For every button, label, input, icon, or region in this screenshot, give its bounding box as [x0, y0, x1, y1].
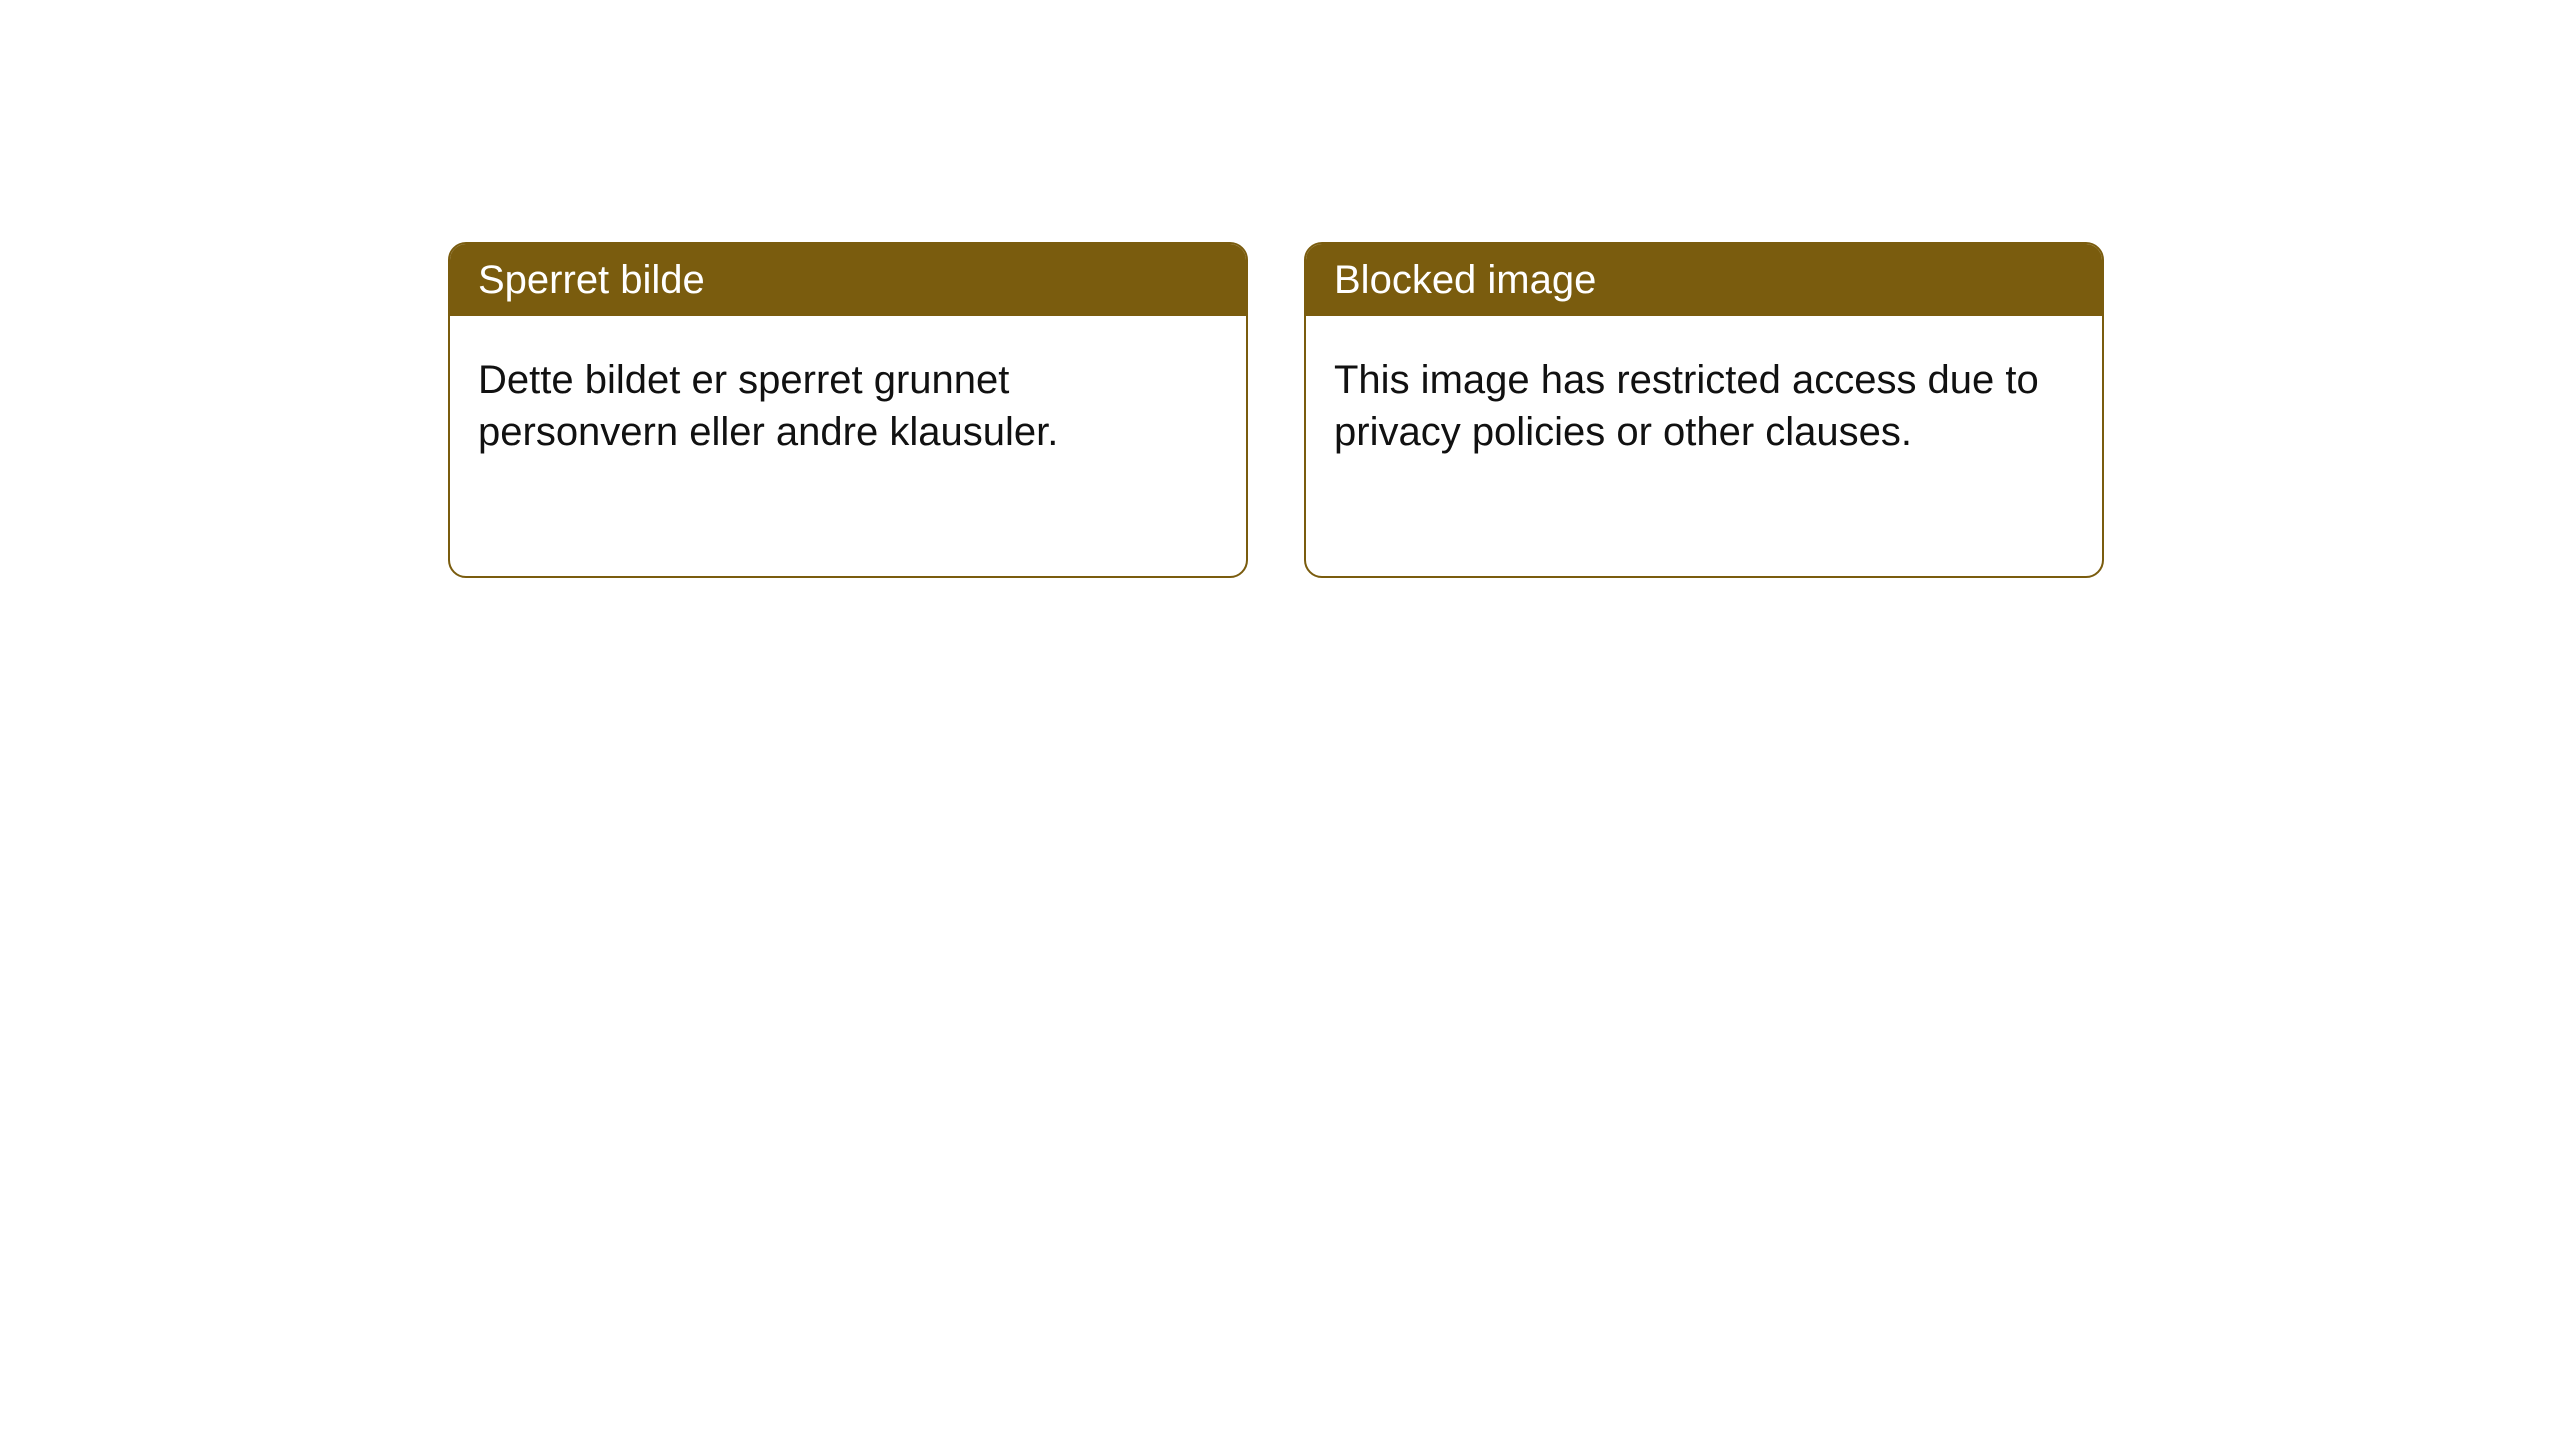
notice-body-no: Dette bildet er sperret grunnet personve… [450, 316, 1246, 496]
notice-container: Sperret bilde Dette bildet er sperret gr… [448, 242, 2104, 578]
notice-title-en: Blocked image [1306, 244, 2102, 316]
notice-title-no: Sperret bilde [450, 244, 1246, 316]
notice-body-en: This image has restricted access due to … [1306, 316, 2102, 496]
notice-card-en: Blocked image This image has restricted … [1304, 242, 2104, 578]
notice-card-no: Sperret bilde Dette bildet er sperret gr… [448, 242, 1248, 578]
